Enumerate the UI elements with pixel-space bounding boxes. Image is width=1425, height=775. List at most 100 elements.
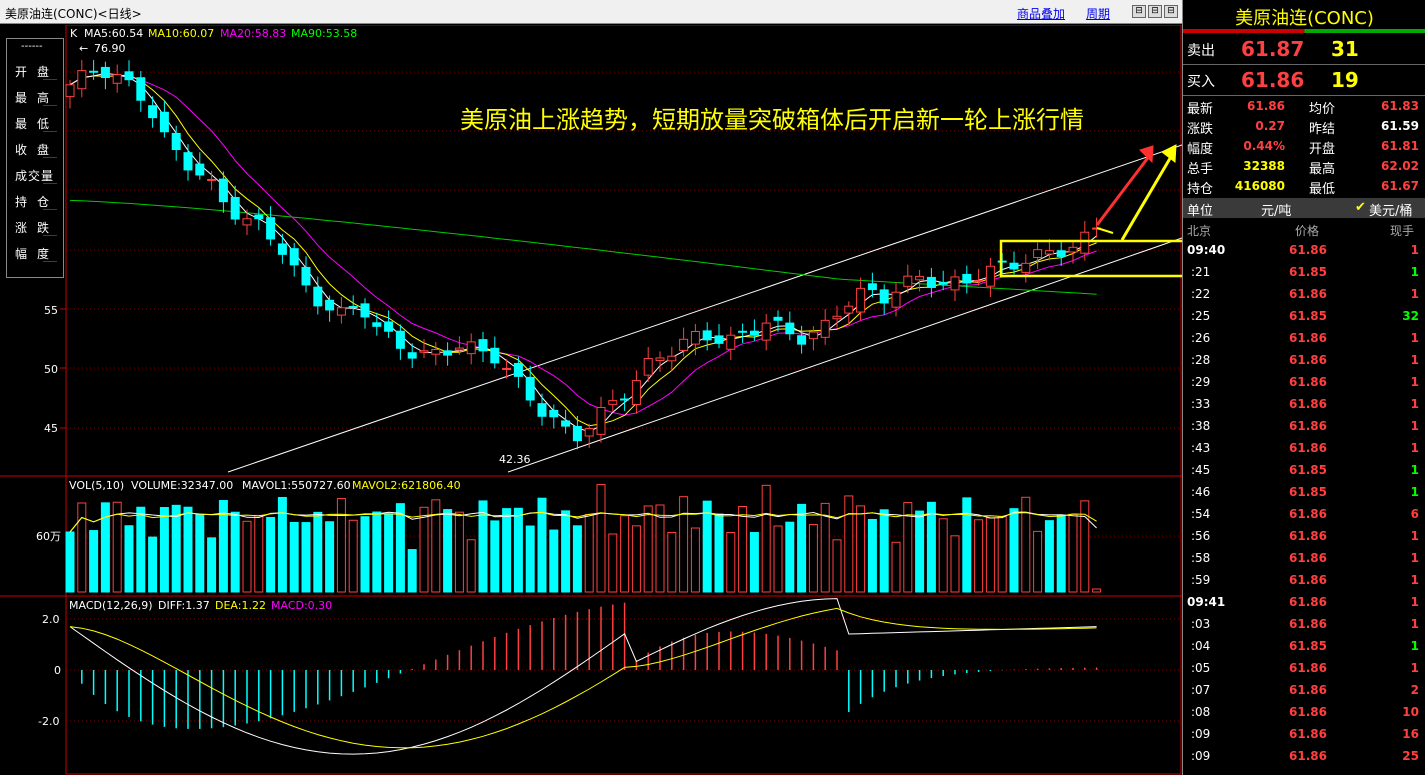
volume-bar [1080, 500, 1090, 593]
stat-label: 最低 [1309, 182, 1336, 197]
stat-label: 昨结 [1309, 122, 1336, 137]
candle-body [572, 425, 582, 442]
candle-body [679, 338, 689, 351]
candle-body [277, 243, 287, 255]
volume-bar [325, 521, 335, 593]
buy-volume: 19 [1331, 68, 1359, 92]
candle-body [77, 70, 87, 90]
col-price: 价格 [1295, 224, 1320, 238]
period-link[interactable]: 周期 [1086, 7, 1111, 21]
tick-time: :04 [1191, 639, 1211, 653]
candle-body [218, 178, 228, 203]
candle-body [183, 152, 193, 171]
volume-bar [65, 531, 75, 593]
volume-bar [277, 496, 287, 593]
next-button[interactable]: ⊟ [1148, 5, 1162, 18]
tick-volume: 10 [1402, 705, 1419, 719]
high-mark: 76.90 [94, 42, 126, 55]
tick-time: :45 [1191, 463, 1211, 477]
volume-bar [348, 519, 358, 593]
ma90-line [69, 199, 1097, 295]
chart-canvas[interactable]: K MA5:60.54 MA10:60.07 MA20:58.83 MA90:5… [0, 25, 1182, 775]
candle-body [549, 409, 559, 418]
tick-volume: 1 [1410, 485, 1419, 499]
volume-bar [761, 484, 771, 593]
volume-bar [301, 522, 311, 593]
tick-time: 09:41 [1187, 595, 1226, 609]
stat-label: 幅度 [1187, 142, 1214, 157]
tick-price: 61.86 [1289, 573, 1327, 587]
tick-time: :08 [1191, 705, 1211, 719]
volume-bar [714, 513, 724, 593]
zoom-button[interactable]: ⊟ [1164, 5, 1178, 18]
stat-value: 62.02 [1381, 159, 1419, 173]
candle-body [667, 355, 677, 362]
volume-bar [997, 516, 1007, 593]
overlay-link[interactable]: 商品叠加 [1017, 7, 1066, 21]
candle-body [714, 335, 724, 344]
volume-bar [856, 505, 866, 593]
ohlc-row: 开盘 [7, 57, 65, 83]
volume-bar [1092, 588, 1102, 593]
volume-bar [974, 519, 984, 593]
tick-price: 61.86 [1289, 243, 1327, 257]
unit-row: 单位 元/吨 ✔ 美元/桶 [1183, 198, 1425, 219]
volume-bar [891, 541, 901, 593]
tick-price: 61.85 [1289, 309, 1327, 323]
tick-time: :26 [1191, 331, 1211, 345]
tick-time: :09 [1191, 749, 1211, 763]
volume-bar [195, 513, 205, 593]
tick-volume: 1 [1410, 353, 1419, 367]
stat-label: 持仓 [1187, 182, 1214, 197]
volume-bar [171, 504, 181, 593]
prev-button[interactable]: ⊟ [1132, 5, 1146, 18]
tick-time: :28 [1191, 353, 1211, 367]
candle-body [643, 358, 653, 376]
ohlc-table: ------ 开盘 最高 最低 收盘 成交量 持仓 涨跌 幅度 [6, 38, 64, 278]
stat-label: 开盘 [1309, 142, 1336, 157]
candle-body [136, 77, 146, 101]
volume-bar [773, 525, 783, 593]
volume-bar [797, 503, 807, 593]
tick-price: 61.86 [1289, 749, 1327, 763]
candle-body [384, 321, 394, 332]
tick-volume: 2 [1410, 683, 1419, 697]
annotation-text: 美原油上涨趋势，短期放量突破箱体后开启新一轮上涨行情 [460, 106, 1084, 134]
candle-body [395, 330, 405, 349]
ohlc-row-marker [43, 157, 57, 158]
ohlc-row: 持仓 [7, 187, 65, 213]
candle-body [100, 66, 110, 79]
ohlc-row-label: 开盘 [15, 65, 60, 79]
divider [1183, 95, 1425, 96]
tick-price: 61.86 [1289, 683, 1327, 697]
vol-value: VOLUME:32347.00 [131, 479, 233, 492]
candle-body [962, 273, 972, 284]
stat-value: 32388 [1243, 159, 1285, 173]
tick-volume: 1 [1410, 287, 1419, 301]
volume-bar [478, 500, 488, 593]
mavol2-line [69, 511, 1097, 533]
candle-body [65, 84, 75, 98]
tick-volume: 1 [1410, 639, 1419, 653]
candle-body [407, 352, 417, 359]
ohlc-row-label: 收盘 [15, 143, 60, 157]
ohlc-row-label: 成交量 [15, 169, 55, 183]
tick-time: :29 [1191, 375, 1211, 389]
volume-bar [820, 502, 830, 593]
ohlc-row-label: 幅度 [15, 247, 60, 261]
volume-bar [1033, 530, 1043, 593]
tick-price: 61.86 [1289, 397, 1327, 411]
quote-panel: 美原油连(CONC) 卖出 61.87 31 买入 61.86 19 最新 61.… [1182, 0, 1425, 775]
tick-volume: 25 [1402, 749, 1419, 763]
stat-value: 61.83 [1381, 99, 1419, 113]
volume-bars [65, 484, 1102, 593]
volume-bar [561, 510, 571, 593]
candle-body [1080, 231, 1090, 254]
volume-bar [844, 495, 854, 593]
candles [65, 59, 1102, 450]
candle-body [690, 331, 700, 345]
ohlc-row: 收盘 [7, 135, 65, 161]
candle-body [454, 347, 464, 351]
stat-value: 416080 [1234, 179, 1285, 193]
volume-bar [926, 501, 936, 593]
